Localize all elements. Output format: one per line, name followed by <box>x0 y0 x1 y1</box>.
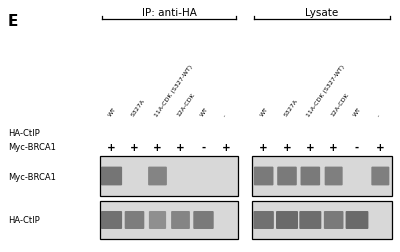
Text: WT: WT <box>200 107 209 117</box>
Text: +: + <box>329 142 338 152</box>
Text: WT: WT <box>260 107 270 117</box>
Text: +: + <box>222 142 231 152</box>
FancyBboxPatch shape <box>101 167 122 186</box>
Text: +: + <box>130 142 139 152</box>
Text: HA-CtIP: HA-CtIP <box>8 128 40 137</box>
FancyBboxPatch shape <box>171 211 190 229</box>
FancyBboxPatch shape <box>125 211 144 229</box>
FancyBboxPatch shape <box>149 211 166 229</box>
Text: -: - <box>355 142 359 152</box>
Text: +: + <box>376 142 385 152</box>
FancyBboxPatch shape <box>371 167 389 186</box>
Text: 11A-CDK (S327-WT): 11A-CDK (S327-WT) <box>154 64 193 117</box>
FancyBboxPatch shape <box>254 211 274 229</box>
Text: +: + <box>153 142 162 152</box>
Text: 12A-CDK: 12A-CDK <box>330 92 350 117</box>
FancyBboxPatch shape <box>193 211 214 229</box>
Text: -: - <box>376 113 382 117</box>
Bar <box>252 156 392 196</box>
FancyBboxPatch shape <box>324 211 344 229</box>
Text: HA-CtIP: HA-CtIP <box>8 216 40 225</box>
Text: +: + <box>176 142 185 152</box>
FancyBboxPatch shape <box>101 211 122 229</box>
Bar <box>252 201 392 239</box>
Text: S327A: S327A <box>130 98 146 117</box>
FancyBboxPatch shape <box>148 167 167 186</box>
Text: +: + <box>259 142 268 152</box>
FancyBboxPatch shape <box>346 211 368 229</box>
Text: S327A: S327A <box>283 98 298 117</box>
FancyBboxPatch shape <box>300 167 320 186</box>
Text: Lysate: Lysate <box>305 8 339 18</box>
Text: 11A-CDK (S327-WT): 11A-CDK (S327-WT) <box>306 64 346 117</box>
Bar <box>100 201 238 239</box>
Text: -: - <box>222 113 228 117</box>
FancyBboxPatch shape <box>254 167 274 186</box>
FancyBboxPatch shape <box>277 167 297 186</box>
Text: Myc-BRCA1: Myc-BRCA1 <box>8 143 56 152</box>
Text: Myc-BRCA1: Myc-BRCA1 <box>8 172 56 181</box>
FancyBboxPatch shape <box>325 167 343 186</box>
FancyBboxPatch shape <box>299 211 321 229</box>
Text: WT: WT <box>108 107 117 117</box>
Bar <box>100 156 238 196</box>
Text: WT: WT <box>353 107 363 117</box>
Text: +: + <box>283 142 291 152</box>
Text: 12A-CDK: 12A-CDK <box>176 92 196 117</box>
Text: +: + <box>306 142 315 152</box>
Text: IP: anti-HA: IP: anti-HA <box>142 8 196 18</box>
Text: E: E <box>8 14 18 29</box>
FancyBboxPatch shape <box>276 211 298 229</box>
Text: +: + <box>107 142 116 152</box>
Text: -: - <box>201 142 206 152</box>
